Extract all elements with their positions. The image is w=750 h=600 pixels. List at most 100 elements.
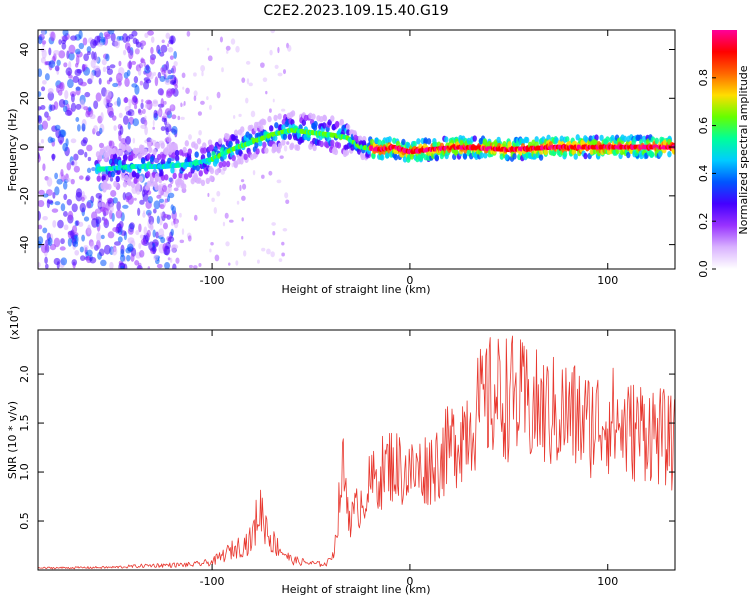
spectrogram-cell xyxy=(208,104,212,110)
spectrogram-cell xyxy=(243,250,247,257)
spectrogram-cell xyxy=(241,217,244,222)
spectrogram-cell xyxy=(248,82,253,87)
spectrogram-cell xyxy=(70,102,77,112)
spectrogram-cell xyxy=(152,71,157,76)
spectrogram-cell xyxy=(110,170,115,178)
spectrogram-cell xyxy=(83,53,89,62)
spectrogram-cell xyxy=(360,153,365,161)
spectrogram-cell xyxy=(160,158,166,166)
spectrogram-cell xyxy=(626,151,631,159)
spectrogram-cell xyxy=(46,115,51,121)
spectrogram-cell xyxy=(47,91,55,101)
colorbar-tick-label: 0.4 xyxy=(697,165,710,183)
spectrogram-cell xyxy=(148,71,154,80)
spectrogram-cell xyxy=(622,135,628,143)
spectrogram-cell xyxy=(187,148,193,155)
spectrogram-cell xyxy=(87,224,92,235)
spectrogram-cell xyxy=(41,86,46,92)
spectrogram-cell xyxy=(127,194,134,205)
spectrogram-cell xyxy=(143,119,148,127)
spectrogram-cell xyxy=(78,175,84,180)
spectrogram-cell xyxy=(179,239,185,244)
spectrogram-cell xyxy=(330,115,335,122)
spectrogram-cell xyxy=(71,203,78,213)
spectrogram-cell xyxy=(171,114,177,120)
spectrogram-cell xyxy=(89,256,97,264)
spectrogram-cell xyxy=(38,68,43,77)
spectrogram-cell xyxy=(239,184,242,192)
spectrogram-cell xyxy=(168,132,171,137)
spectrogram-cell xyxy=(47,88,54,94)
spectrogram-cell xyxy=(225,160,231,168)
spectrogram-cell xyxy=(119,125,124,135)
spectrogram-cell xyxy=(160,237,166,244)
spectrogram-cell xyxy=(200,100,205,105)
spectrogram-cell xyxy=(143,61,147,67)
spectrogram-cell xyxy=(51,153,55,162)
spectrogram-cell xyxy=(152,229,156,238)
spectrogram-cell xyxy=(250,110,256,118)
spectrogram-cell xyxy=(46,177,53,187)
snr-x-label: Height of straight line (km) xyxy=(281,583,430,596)
spectrogram-cell xyxy=(166,236,172,242)
spectrogram-cell xyxy=(60,257,68,266)
colorbar-ticks: 0.0 0.2 0.4 0.6 0.8 xyxy=(697,69,716,278)
spectrogram-cell xyxy=(170,228,174,237)
spectrogram-cell xyxy=(157,185,163,192)
spectrogram-cell xyxy=(174,149,180,157)
spectrogram-cell xyxy=(187,171,193,178)
spectrogram-cell xyxy=(512,153,517,160)
spectrogram-cell xyxy=(319,140,324,148)
spectrogram-cell xyxy=(172,172,177,180)
spectrogram-cell xyxy=(91,211,98,221)
spectrogram-cell xyxy=(228,219,234,223)
spectrogram-cell xyxy=(96,239,101,250)
spectrogram-cell xyxy=(111,115,117,121)
spectrogram-cell xyxy=(86,46,92,53)
spectrogram-cell xyxy=(160,142,165,149)
figure-title: C2E2.2023.109.15.40.G19 xyxy=(263,3,448,19)
spectrogram-cell xyxy=(159,89,164,96)
spectrogram-cell xyxy=(149,57,156,65)
spectrogram-cell xyxy=(245,97,249,104)
spectrogram-cell xyxy=(109,203,114,214)
spectrogram-cell xyxy=(143,148,148,156)
spectrogram-cell xyxy=(153,109,158,119)
spectrogram-cell xyxy=(48,47,52,56)
spectrogram-cell xyxy=(38,236,44,245)
spectrogram-cell xyxy=(160,98,164,108)
spectrogram-cell xyxy=(137,265,142,269)
spectrogram-y-ticks: -40 -20 0 20 40 xyxy=(18,43,675,254)
spectrogram-cell xyxy=(255,148,260,155)
spectrogram-cell xyxy=(74,48,81,55)
spectrogram-cell xyxy=(114,241,121,246)
spectrogram-cell xyxy=(266,248,271,255)
spectrogram-cell xyxy=(51,208,59,213)
spectrogram-cell xyxy=(127,146,132,153)
spectrogram-cell xyxy=(169,257,173,263)
spectrogram-cell xyxy=(153,208,157,214)
spectrogram-cell xyxy=(93,125,99,133)
spectrogram-cell xyxy=(138,242,142,250)
spectrogram-cell xyxy=(111,247,118,256)
spectrogram-cell xyxy=(167,74,174,80)
spectrogram-cell xyxy=(321,122,327,129)
spectrogram-cell xyxy=(238,113,242,118)
spectrogram-cell xyxy=(44,61,48,66)
spectrogram-cell xyxy=(123,263,128,269)
spectrogram-cell xyxy=(260,118,265,125)
spectrogram-cell xyxy=(186,232,192,239)
spectrogram-cell xyxy=(83,216,90,222)
spectrogram-cell xyxy=(149,155,155,163)
spectrogram-cell xyxy=(216,190,221,197)
spectrogram-cell xyxy=(524,136,530,144)
spectrogram-cell xyxy=(209,248,212,253)
spectrogram-cell xyxy=(167,257,171,261)
spectrogram-cell xyxy=(152,119,155,127)
spectrogram-cell xyxy=(140,102,144,110)
spectrogram-cell xyxy=(135,172,140,179)
spectrogram-cell xyxy=(225,241,230,247)
spectrogram-cell xyxy=(85,175,91,181)
spectrogram-cell xyxy=(472,135,477,142)
snr-x-ticks: -100 0 100 xyxy=(200,330,618,588)
